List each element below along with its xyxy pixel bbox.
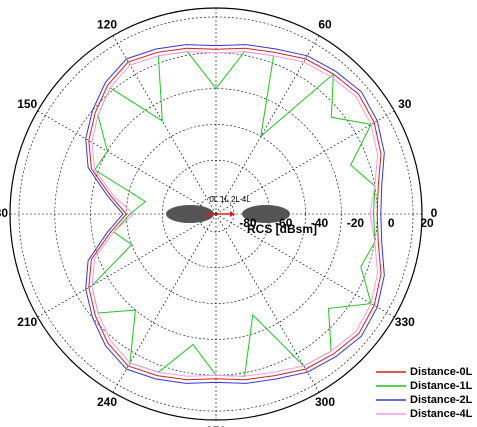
series-line (88, 47, 382, 381)
grid-circle (90, 88, 342, 340)
annotation: 0L 1L 2L 4L (209, 195, 251, 204)
theta-tick-label: 0 (431, 206, 438, 220)
theta-tick-label: 120 (97, 17, 117, 31)
body (166, 205, 214, 223)
theta-tick-label: 150 (17, 97, 37, 111)
legend-label: Distance-4L (410, 408, 473, 420)
theta-tick-label: 180 (0, 206, 8, 220)
grid-circle (18, 16, 414, 412)
legend: Distance-0L Distance-1L Distance-2L Distanc… (376, 366, 473, 420)
r-tick-label: -20 (347, 216, 365, 230)
r-tick-label: 20 (420, 216, 434, 230)
legend-label: Distance-1L (410, 380, 473, 392)
body (242, 205, 290, 223)
theta-tick-label: 60 (318, 17, 332, 31)
legend-label: Distance-0L (410, 366, 473, 378)
theta-tick-label: 240 (97, 395, 117, 409)
spoke (37, 213, 217, 318)
theta-tick-label: 300 (315, 395, 335, 409)
theta-tick-label: 270 (206, 424, 226, 427)
series-line (91, 51, 379, 377)
series-line (85, 44, 385, 384)
theta-tick-label: 90 (209, 0, 223, 2)
r-tick-label: 0 (388, 216, 395, 230)
labels: 0 30 60 90 120 150 180 210 240 270 300 330 -80 -60 -40… (0, 0, 438, 427)
bodies: 0L 1L 2L 4L (166, 195, 290, 223)
theta-tick-label: 210 (17, 315, 37, 329)
r-tick-label: -60 (275, 216, 293, 230)
r-axis-label: RCS [dBsm] (247, 222, 317, 236)
spoke (37, 110, 217, 215)
r-tick-label: -80 (239, 216, 257, 230)
theta-tick-label: 330 (395, 315, 415, 329)
legend-label: Distance-2L (410, 394, 473, 406)
r-tick-label: -40 (311, 216, 329, 230)
theta-tick-label: 30 (398, 97, 412, 111)
lines (85, 44, 385, 384)
